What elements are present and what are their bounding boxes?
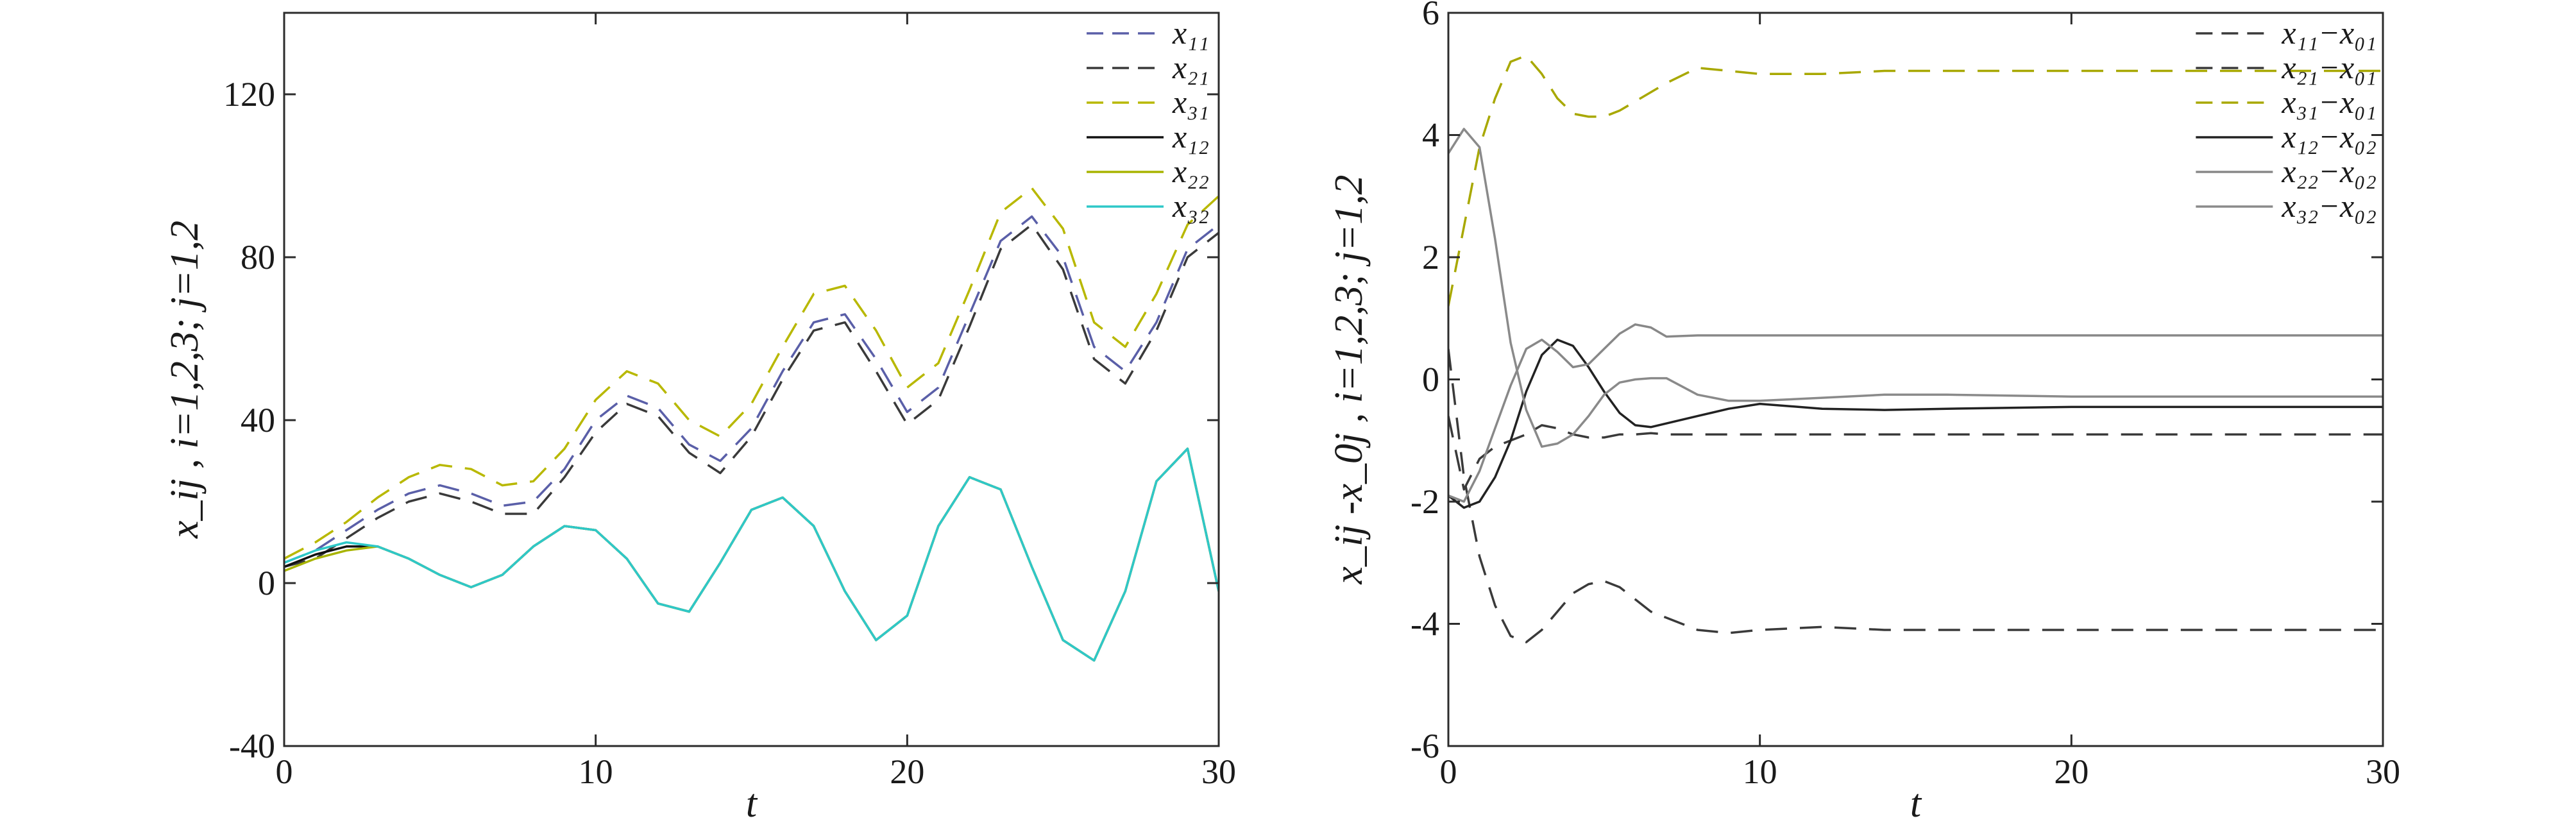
- legend-item-x31: x₃₁: [1087, 84, 1209, 120]
- y-tick-label: 4: [1422, 116, 1439, 155]
- series-line-x22: [284, 447, 1219, 662]
- y-tick-label: 6: [1422, 0, 1439, 32]
- series-line-x21: [284, 223, 1219, 568]
- y-tick-label: 80: [241, 238, 275, 276]
- legend-item-x21-x01: x₂₁−x₀₁: [2196, 49, 2377, 85]
- legend-item-x12: x₁₂: [1087, 119, 1209, 155]
- legend-item-x32-x02: x₃₂−x₀₂: [2196, 188, 2377, 224]
- x-tick-label: 30: [2366, 752, 2400, 791]
- y-tick-label: -2: [1411, 482, 1439, 521]
- legend-label: x₁₂: [1172, 119, 1209, 155]
- legend-label: x₃₁: [1172, 84, 1209, 120]
- legend-label: x₂₁−x₀₁: [2281, 49, 2377, 85]
- legend-label: x₂₁: [1172, 49, 1209, 85]
- legend-label: x₁₁−x₀₁: [2281, 15, 2377, 51]
- series-line-x11-x01: [1448, 348, 2383, 643]
- series-line-x31-x01: [1448, 54, 2383, 307]
- legend-item-x21: x₂₁: [1087, 49, 1209, 85]
- x-tick-label: 0: [1440, 752, 1457, 791]
- y-tick-label: 0: [1422, 361, 1439, 399]
- legend-label: x₂₂: [1172, 153, 1209, 189]
- series-line-x22-x02: [1448, 323, 2383, 503]
- x-tick-label: 20: [890, 752, 924, 791]
- left-chart-plot-frame: [283, 12, 1220, 747]
- y-axis-label: x_ij -x_0j , i=1,2,3; j=1,2: [1327, 174, 1371, 584]
- legend-label: x₃₂: [1172, 188, 1209, 224]
- series-line-x32-x02: [1448, 128, 2383, 448]
- x-tick-label: 10: [1743, 752, 1777, 791]
- x-tick-label: 10: [579, 752, 613, 791]
- legend-label: x₁₁: [1172, 15, 1209, 51]
- legend-item-x22-x02: x₂₂−x₀₂: [2196, 153, 2377, 189]
- legend-item-x31-x01: x₃₁−x₀₁: [2196, 84, 2377, 120]
- series-line-x12: [284, 447, 1219, 662]
- legend-item-x12-x02: x₁₂−x₀₂: [2196, 119, 2377, 155]
- y-tick-label: -40: [229, 727, 275, 765]
- y-axis-label: x_ij , i=1,2,3; j=1,2: [163, 221, 207, 539]
- y-tick-label: -4: [1411, 605, 1439, 643]
- x-axis-label: t: [746, 782, 758, 823]
- x-tick-label: 20: [2054, 752, 2089, 791]
- x-axis-label: t: [1910, 782, 1922, 823]
- legend-item-x32: x₃₂: [1087, 188, 1209, 224]
- right-chart-legend: x₁₁−x₀₁x₂₁−x₀₁x₃₁−x₀₁x₁₂−x₀₂x₂₂−x₀₂x₃₂−x…: [2196, 15, 2377, 224]
- legend-item-x11-x01: x₁₁−x₀₁: [2196, 15, 2377, 51]
- x-tick-label: 0: [276, 752, 293, 791]
- x-tick-label: 30: [1201, 752, 1236, 791]
- y-tick-label: 120: [223, 75, 275, 114]
- left-chart-series: [284, 187, 1219, 662]
- series-line-x32: [284, 447, 1219, 662]
- series-line-x31: [284, 187, 1219, 560]
- y-tick-label: 0: [258, 564, 275, 602]
- y-tick-label: -6: [1411, 727, 1439, 765]
- series-line-x12-x02: [1448, 338, 2383, 509]
- legend-label: x₁₂−x₀₂: [2281, 119, 2377, 155]
- legend-label: x₃₁−x₀₁: [2281, 84, 2377, 120]
- y-tick-label: 2: [1422, 238, 1439, 276]
- right-chart-series: [1448, 54, 2383, 643]
- legend-item-x11: x₁₁: [1087, 15, 1209, 51]
- legend-label: x₂₂−x₀₂: [2281, 153, 2377, 189]
- right-chart: 0 10 20 30 -6 -4 -2 0 2 4 6 t x_ij -x_0j , i=1,2,3; …: [1327, 0, 2400, 823]
- series-line-x21-x01: [1448, 416, 2383, 491]
- legend-label: x₃₂−x₀₂: [2281, 188, 2377, 224]
- legend-item-x22: x₂₂: [1087, 153, 1209, 189]
- y-tick-label: 40: [241, 401, 275, 439]
- series-line-x11: [284, 215, 1219, 564]
- right-chart-plot-frame: [1447, 12, 2384, 747]
